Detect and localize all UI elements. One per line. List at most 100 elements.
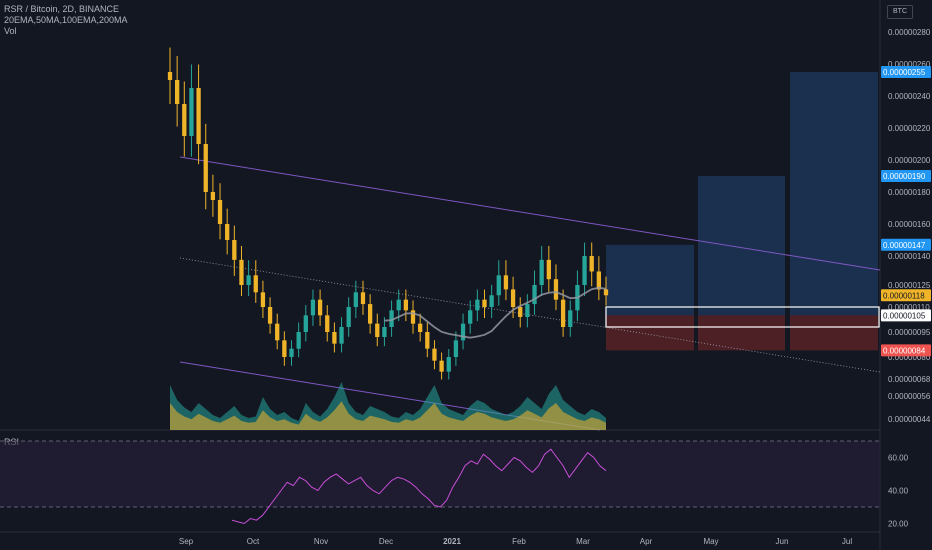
candle-body [239,259,244,285]
candle-body [310,299,316,316]
indicator-legend[interactable]: 20EMA,50MA,100EMA,200MA [4,15,128,25]
candle-body [425,332,430,349]
candle-body [353,292,358,307]
price-tag-stop [881,344,931,357]
candle-body [453,340,459,357]
candle-body [439,360,444,372]
price-tag-label: 0.00000084 [883,346,926,355]
candle-body [225,224,230,240]
candle-body [403,299,409,311]
candle-body [289,348,294,357]
candle-body [382,327,387,337]
channel-upper-line [179,156,881,271]
price-tag-entry [881,309,931,322]
candle-body [475,299,480,311]
candle-body [260,292,266,307]
candle-body [267,307,273,324]
candle-body [303,315,308,332]
candle-body [325,315,330,332]
price-tick-label: 0.00000125 [888,281,931,290]
entry-box [605,306,880,328]
price-tick-label: 0.00000160 [888,220,931,229]
price-tag-target [881,170,931,182]
candle-body [217,200,223,224]
chart-header: RSR / Bitcoin, 2D, BINANCE 20EMA,50MA,10… [4,4,128,37]
price-tag-label: 0.00000255 [883,68,926,77]
candle-body [525,304,530,317]
candle-body [246,275,251,285]
candle-body [175,80,180,104]
price-tick-label: 0.00000180 [888,188,931,197]
candle-body [396,299,401,311]
candle-body [203,144,208,192]
price-tag-label: 0.00000105 [883,311,926,320]
candle-body [510,289,516,307]
candle-body [317,299,323,316]
candle-body [546,259,551,280]
time-tick-label: Oct [247,537,260,546]
candle-body [503,275,509,290]
candle-body [489,295,494,307]
target-zone-1 [606,244,694,316]
candle-body [596,271,601,290]
candle-body [367,304,373,324]
time-tick-label: 2021 [443,537,461,546]
time-tick-label: Apr [640,537,653,546]
candle-body [410,310,416,324]
time-tick-label: Jul [842,537,852,546]
price-tick-label: 0.00000260 [888,60,931,69]
candle-body [332,332,337,344]
currency-badge[interactable]: BTC [887,5,913,19]
price-tag-label: 0.00000190 [883,172,926,181]
time-tick-label: Sep [179,537,194,546]
rsi-tick-label: 60.00 [888,454,909,463]
candle-body [539,259,544,285]
volume-legend[interactable]: Vol [4,26,17,36]
candle-body [553,279,559,300]
candle-body [603,289,609,296]
price-tick-label: 0.00000095 [888,328,931,337]
rsi-tick-label: 20.00 [888,520,909,529]
price-tick-label: 0.00000056 [888,392,931,401]
price-tick-label: 0.00000240 [888,92,931,101]
time-tick-label: Mar [576,537,590,546]
time-tick-label: Jun [776,537,789,546]
volume-area-down [170,401,606,430]
price-tick-label: 0.00000220 [888,124,931,133]
time-tick-label: Feb [512,537,526,546]
stop-zone-3 [790,315,878,351]
rsi-band-fill [0,441,880,507]
candle-body [560,299,566,327]
candle-body [568,310,573,327]
price-tag-current [881,289,931,302]
candle-body [532,285,537,305]
rsi-tick-label: 40.00 [888,487,909,496]
chart-title[interactable]: RSR / Bitcoin, 2D, BINANCE [4,4,120,14]
candle-body [375,323,380,337]
candle-body [468,310,473,324]
price-tag-label: 0.00000118 [883,291,925,300]
candle-body [460,323,466,341]
price-tick-label: 0.00000200 [888,156,931,165]
candle-body [389,310,394,327]
volume-area-up [170,382,606,430]
time-tick-label: May [703,537,718,546]
candle-body [189,88,194,136]
price-tag-target [881,238,931,251]
candle-body [167,72,173,80]
candle-body [210,192,216,200]
candle-body [182,104,187,136]
candle-body [346,307,351,327]
candle-body [589,256,594,272]
price-tick-label: 0.00000044 [888,415,931,424]
price-tag-label: 0.00000147 [883,241,926,250]
target-zone-3 [790,72,878,316]
rsi-line [231,448,607,525]
candle-body [196,88,201,144]
candle-body [360,292,366,305]
candle-body [275,323,280,341]
moving-average-line [384,286,607,339]
stop-zone-2 [698,315,785,351]
candle-body [446,357,451,372]
